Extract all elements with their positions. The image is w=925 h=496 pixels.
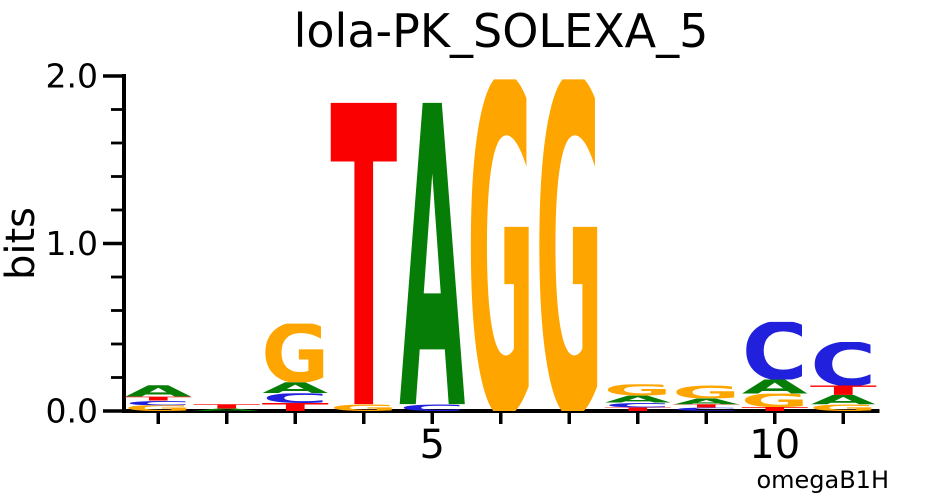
logo-letter-glyph: A: [194, 408, 260, 412]
logo-letter-glyph: C: [399, 403, 465, 414]
logo-letter-glyph: A: [810, 392, 876, 407]
logo-letter-glyph: A: [605, 394, 671, 405]
logo-letter-glyph: C: [605, 401, 671, 408]
logo-letter-C-pos1: C: [125, 399, 191, 406]
logo-letter-C-pos5: C: [399, 403, 465, 414]
logo-letter-glyph: A: [742, 376, 808, 398]
logo-letter-glyph: G: [672, 382, 740, 403]
logo-letter-glyph: C: [742, 306, 808, 398]
logo-letter-glyph: T: [261, 401, 329, 414]
logo-letter-T-pos3: T: [261, 401, 329, 414]
logo-letter-C-pos9: C: [673, 407, 739, 412]
logo-letter-A-pos8: A: [605, 394, 671, 405]
logo-letter-A-pos3: A: [262, 379, 329, 397]
logo-letter-glyph: C: [262, 391, 328, 407]
logo-letter-T-pos10: T: [741, 406, 809, 412]
logo-letter-G-pos8: G: [604, 381, 672, 399]
logo-letter-A-pos11: A: [810, 392, 876, 407]
logo-letter-glyph: T: [809, 383, 877, 398]
logo-letter-glyph: T: [330, 21, 398, 496]
logo-letter-T-pos2: T: [193, 403, 261, 410]
logo-letter-G-pos3: G: [261, 308, 329, 402]
logo-letter-glyph: T: [124, 396, 192, 402]
logo-letter-glyph: A: [125, 382, 192, 400]
logo-letter-A-pos9: A: [673, 397, 739, 407]
logo-letter-glyph: G: [809, 402, 877, 413]
logo-letter-G-pos9: G: [672, 382, 740, 403]
logo-letter-glyph: T: [604, 406, 672, 412]
logo-letter-T-pos8: T: [604, 406, 672, 412]
logo-letter-A-pos1: A: [125, 382, 192, 400]
logo-letter-glyph: A: [399, 22, 466, 496]
logo-letter-glyph: A: [673, 397, 739, 407]
logo-letter-glyph: G: [261, 308, 329, 402]
logo-letter-glyph: T: [193, 403, 261, 410]
logo-letter-glyph: C: [673, 407, 739, 412]
logo-letter-T-pos4: T: [330, 21, 398, 496]
attribution-label: omegaB1H: [756, 466, 889, 494]
logo-letter-glyph: G: [741, 390, 809, 411]
y-axis-label: bits: [0, 207, 44, 280]
logo-letter-glyph: G: [330, 402, 398, 413]
logo-letter-glyph: C: [810, 331, 876, 401]
logo-letter-A-pos10: A: [742, 376, 808, 398]
logo-letter-C-pos10: C: [742, 306, 808, 398]
y-tick-label: 2.0: [46, 57, 98, 96]
logo-letter-T-pos1: T: [124, 396, 192, 402]
logo-letter-C-pos3: C: [262, 391, 328, 407]
logo-letter-glyph: G: [467, 0, 535, 496]
logo-letter-G-pos4: G: [330, 402, 398, 413]
y-tick-label: 0.0: [46, 392, 98, 431]
logo-letter-G-pos1: G: [124, 404, 192, 413]
logo-letter-A-pos2: A: [194, 408, 260, 412]
logo-letter-A-pos5: A: [399, 22, 466, 496]
chart-title: lola-PK_SOLEXA_5: [294, 4, 709, 58]
logo-letter-glyph: T: [672, 403, 740, 408]
logo-letter-G-pos7: G: [535, 0, 603, 496]
logo-letter-G-pos10: G: [741, 390, 809, 411]
logo-letter-glyph: G: [535, 0, 603, 496]
x-tick-label: 10: [749, 422, 800, 468]
logo-letter-glyph: T: [741, 406, 809, 412]
logo-letter-glyph: G: [604, 381, 672, 399]
logo-letter-G-pos11: G: [809, 402, 877, 413]
logo-letter-T-pos9: T: [672, 403, 740, 408]
logo-letter-C-pos8: C: [605, 401, 671, 408]
logo-letter-T-pos11: T: [809, 383, 877, 398]
logo-letter-glyph: A: [262, 379, 329, 397]
logo-letter-G-pos6: G: [467, 0, 535, 496]
y-tick-label: 1.0: [46, 224, 98, 263]
logo-letter-C-pos11: C: [810, 331, 876, 401]
logo-letter-glyph: G: [124, 404, 192, 413]
x-tick-label: 5: [420, 422, 445, 468]
logo-letter-glyph: C: [125, 399, 191, 406]
